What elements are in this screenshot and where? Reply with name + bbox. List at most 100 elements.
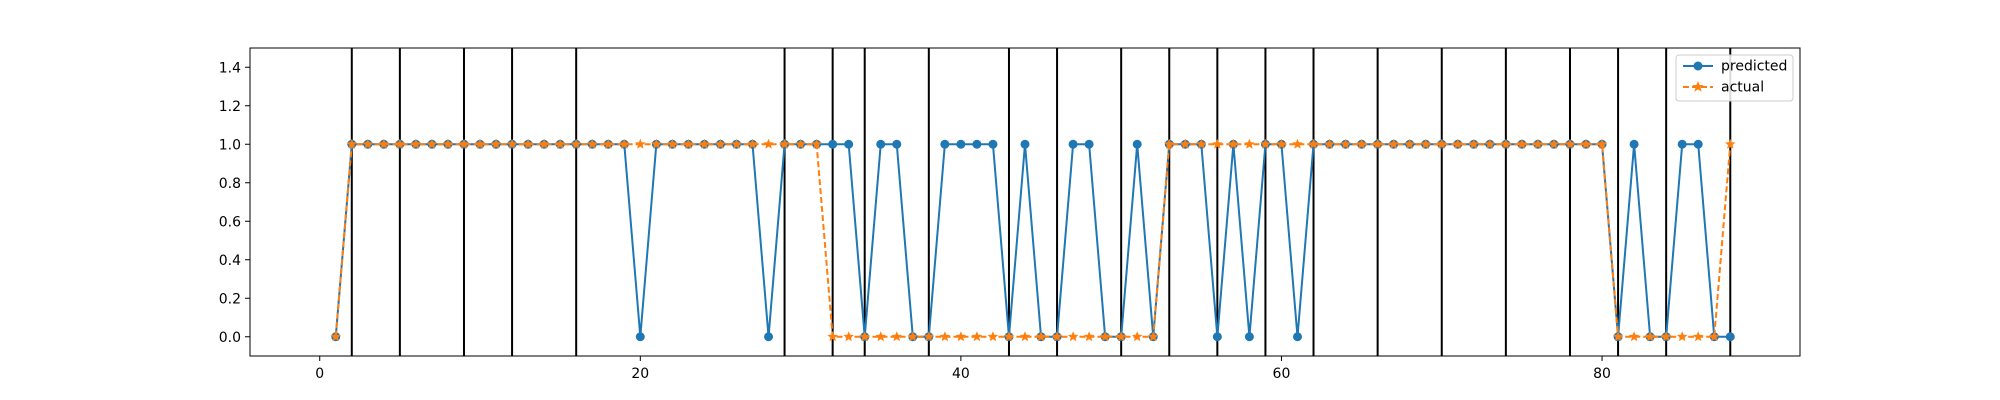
data-point-actual — [795, 138, 806, 149]
data-point-actual — [1276, 138, 1287, 149]
data-point-actual — [362, 138, 374, 149]
data-point-predicted — [1068, 139, 1078, 149]
data-point-actual — [394, 138, 406, 149]
data-point-predicted — [1244, 332, 1254, 342]
data-point-actual — [987, 331, 999, 342]
data-point-actual — [1644, 331, 1656, 342]
x-tick-label: 40 — [952, 366, 970, 382]
series-line-actual — [334, 143, 1732, 338]
data-point-actual — [1404, 138, 1415, 149]
data-point-predicted — [1292, 332, 1302, 342]
data-point-actual — [875, 331, 886, 342]
data-point-actual — [1356, 138, 1367, 149]
data-point-actual — [1436, 138, 1447, 149]
data-point-actual — [1612, 331, 1624, 342]
data-point-predicted — [828, 139, 838, 149]
data-point-actual — [570, 138, 582, 149]
data-point-actual — [1083, 331, 1095, 342]
data-point-predicted — [1212, 332, 1222, 342]
data-point-actual — [378, 138, 390, 149]
data-point-actual — [522, 138, 534, 149]
y-tick-label: 0.0 — [219, 330, 241, 346]
data-point-actual — [1709, 331, 1720, 342]
data-point-actual — [1692, 331, 1704, 342]
x-tick-label: 80 — [1593, 366, 1611, 382]
data-point-actual — [1725, 138, 1736, 149]
data-point-predicted — [988, 139, 998, 149]
x-axis-ticks: 0 20 40 60 80 — [315, 356, 1611, 382]
x-tick-label: 20 — [631, 366, 649, 382]
data-point-actual — [907, 331, 919, 342]
data-point-actual — [1131, 331, 1143, 342]
legend-predicted-label: predicted — [1721, 59, 1787, 75]
data-point-actual — [490, 138, 502, 149]
data-point-actual — [1564, 138, 1576, 149]
data-point-actual — [1019, 331, 1031, 342]
legend: predicted actual — [1675, 54, 1794, 102]
y-tick-label: 0.2 — [219, 291, 241, 307]
data-point-actual — [619, 138, 630, 149]
data-point-predicted — [1725, 332, 1735, 342]
data-point-actual — [1148, 331, 1159, 342]
data-point-actual — [1596, 138, 1608, 149]
data-point-actual — [1628, 331, 1640, 342]
data-point-actual — [1452, 138, 1464, 149]
data-point-actual — [715, 138, 726, 149]
data-point-actual — [1372, 138, 1383, 149]
series-layer — [330, 138, 1736, 342]
data-point-predicted — [876, 139, 886, 149]
data-point-predicted — [764, 332, 774, 342]
data-point-actual — [683, 138, 694, 149]
data-point-actual — [811, 138, 822, 149]
data-point-actual — [1035, 331, 1047, 342]
data-point-actual — [1548, 138, 1560, 149]
data-point-predicted — [1677, 139, 1687, 149]
data-point-actual — [554, 138, 566, 149]
data-point-actual — [955, 331, 967, 342]
data-point-actual — [779, 138, 790, 149]
data-point-predicted — [1629, 139, 1639, 149]
data-point-actual — [458, 138, 470, 149]
data-point-actual — [1260, 138, 1271, 149]
data-point-actual — [1051, 331, 1063, 342]
data-point-actual — [346, 138, 358, 149]
data-point-actual — [1212, 138, 1223, 149]
y-tick-label: 0.4 — [219, 253, 241, 269]
data-point-actual — [923, 331, 935, 342]
plot-frame — [249, 47, 1801, 357]
data-point-actual — [1660, 331, 1672, 342]
data-point-actual — [1676, 331, 1688, 342]
y-tick-label: 1.0 — [219, 137, 241, 153]
data-point-actual — [330, 331, 341, 342]
data-point-actual — [939, 331, 951, 342]
data-point-actual — [651, 138, 662, 149]
data-point-predicted — [1020, 139, 1030, 149]
data-point-actual — [667, 138, 678, 149]
data-point-actual — [1324, 138, 1335, 149]
data-point-predicted — [972, 139, 982, 149]
data-point-actual — [506, 138, 518, 149]
data-point-predicted — [892, 139, 902, 149]
data-point-actual — [971, 331, 983, 342]
y-tick-label: 0.6 — [219, 214, 241, 230]
data-point-actual — [1228, 138, 1239, 149]
legend-actual-marker — [1692, 81, 1704, 92]
data-point-actual — [827, 331, 838, 342]
x-tick-label: 60 — [1273, 366, 1291, 382]
y-tick-label: 1.4 — [219, 60, 241, 76]
data-point-actual — [1532, 138, 1544, 149]
data-point-predicted — [1132, 139, 1142, 149]
data-point-actual — [603, 138, 614, 149]
data-point-actual — [731, 138, 742, 149]
data-point-actual — [763, 138, 774, 149]
data-point-actual — [586, 138, 598, 149]
data-point-actual — [1003, 331, 1015, 342]
data-point-actual — [1388, 138, 1399, 149]
data-point-actual — [1196, 138, 1207, 149]
y-axis-ticks: 0.0 0.2 0.4 0.6 0.8 1.0 1.2 1.4 — [219, 60, 250, 346]
data-point-actual — [1115, 331, 1127, 342]
data-point-actual — [1484, 138, 1496, 149]
data-point-actual — [1580, 138, 1592, 149]
data-point-actual — [1340, 138, 1351, 149]
